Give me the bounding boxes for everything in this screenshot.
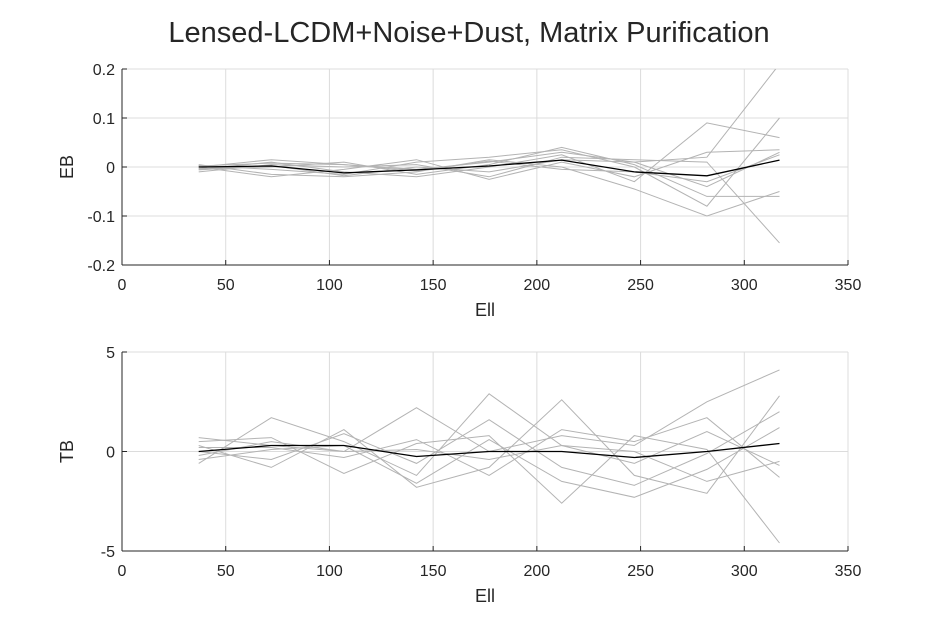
eb-x-tick-label: 50	[217, 277, 235, 294]
eb-series-group	[198, 69, 780, 244]
eb-x-tick-label: 200	[524, 277, 551, 294]
eb-y-label: EB	[57, 155, 77, 179]
tb-x-label: Ell	[475, 586, 495, 606]
tb-x-tick-label: 100	[316, 563, 343, 580]
eb-x-tick-label: 100	[316, 277, 343, 294]
tb-x-tick-label: 50	[217, 563, 235, 580]
tb-x-tick-label: 350	[835, 563, 862, 580]
eb-y-tick-label: 0	[106, 160, 115, 177]
tb-simulation-line	[198, 411, 780, 486]
tb-y-tick-label: 0	[106, 445, 115, 462]
tb-x-tick-label: 300	[731, 563, 758, 580]
eb-y-tick-label: 0.2	[93, 62, 115, 79]
eb-simulation-line	[198, 149, 780, 180]
tb-simulation-line	[198, 427, 780, 498]
eb-x-tick-label: 0	[118, 277, 127, 294]
eb-mean-line	[198, 159, 780, 177]
tb-simulation-line	[198, 393, 780, 477]
tb-x-tick-label: 0	[118, 563, 127, 580]
eb-x-tick-label: 150	[420, 277, 447, 294]
eb-simulation-line	[198, 69, 777, 170]
tb-y-tick-label: -5	[101, 544, 115, 561]
eb-simulation-line	[198, 159, 780, 217]
eb-x-tick-label: 300	[731, 277, 758, 294]
tb-x-tick-label: 200	[524, 563, 551, 580]
tb-simulation-line	[198, 435, 780, 544]
eb-simulation-line	[198, 117, 780, 207]
tb-y-tick-label: 5	[106, 345, 115, 362]
figure-title: Lensed-LCDM+Noise+Dust, Matrix Purificat…	[168, 17, 769, 49]
eb-y-tick-label: -0.1	[87, 209, 115, 226]
tb-simulation-line	[198, 417, 780, 478]
eb-y-tick-label: -0.2	[87, 258, 115, 275]
eb-simulation-line	[198, 122, 780, 183]
eb-x-label: Ell	[475, 300, 495, 320]
tb-x-tick-label: 150	[420, 563, 447, 580]
eb-simulation-line	[198, 146, 780, 197]
eb-x-tick-label: 250	[627, 277, 654, 294]
tb-series-group	[198, 369, 780, 544]
tb-simulation-line	[198, 395, 780, 494]
tb-x-tick-label: 250	[627, 563, 654, 580]
tb-y-label: TB	[57, 440, 77, 463]
eb-simulation-line	[198, 154, 780, 183]
eb-panel: 0 50 100 150 200 250 300 350 -0.2 -0.1 0 0.1 0.2 Ell E…	[57, 62, 861, 320]
eb-x-tick-label: 350	[835, 277, 862, 294]
tb-mean-line	[198, 442, 780, 459]
eb-y-tick-label: 0.1	[93, 111, 115, 128]
